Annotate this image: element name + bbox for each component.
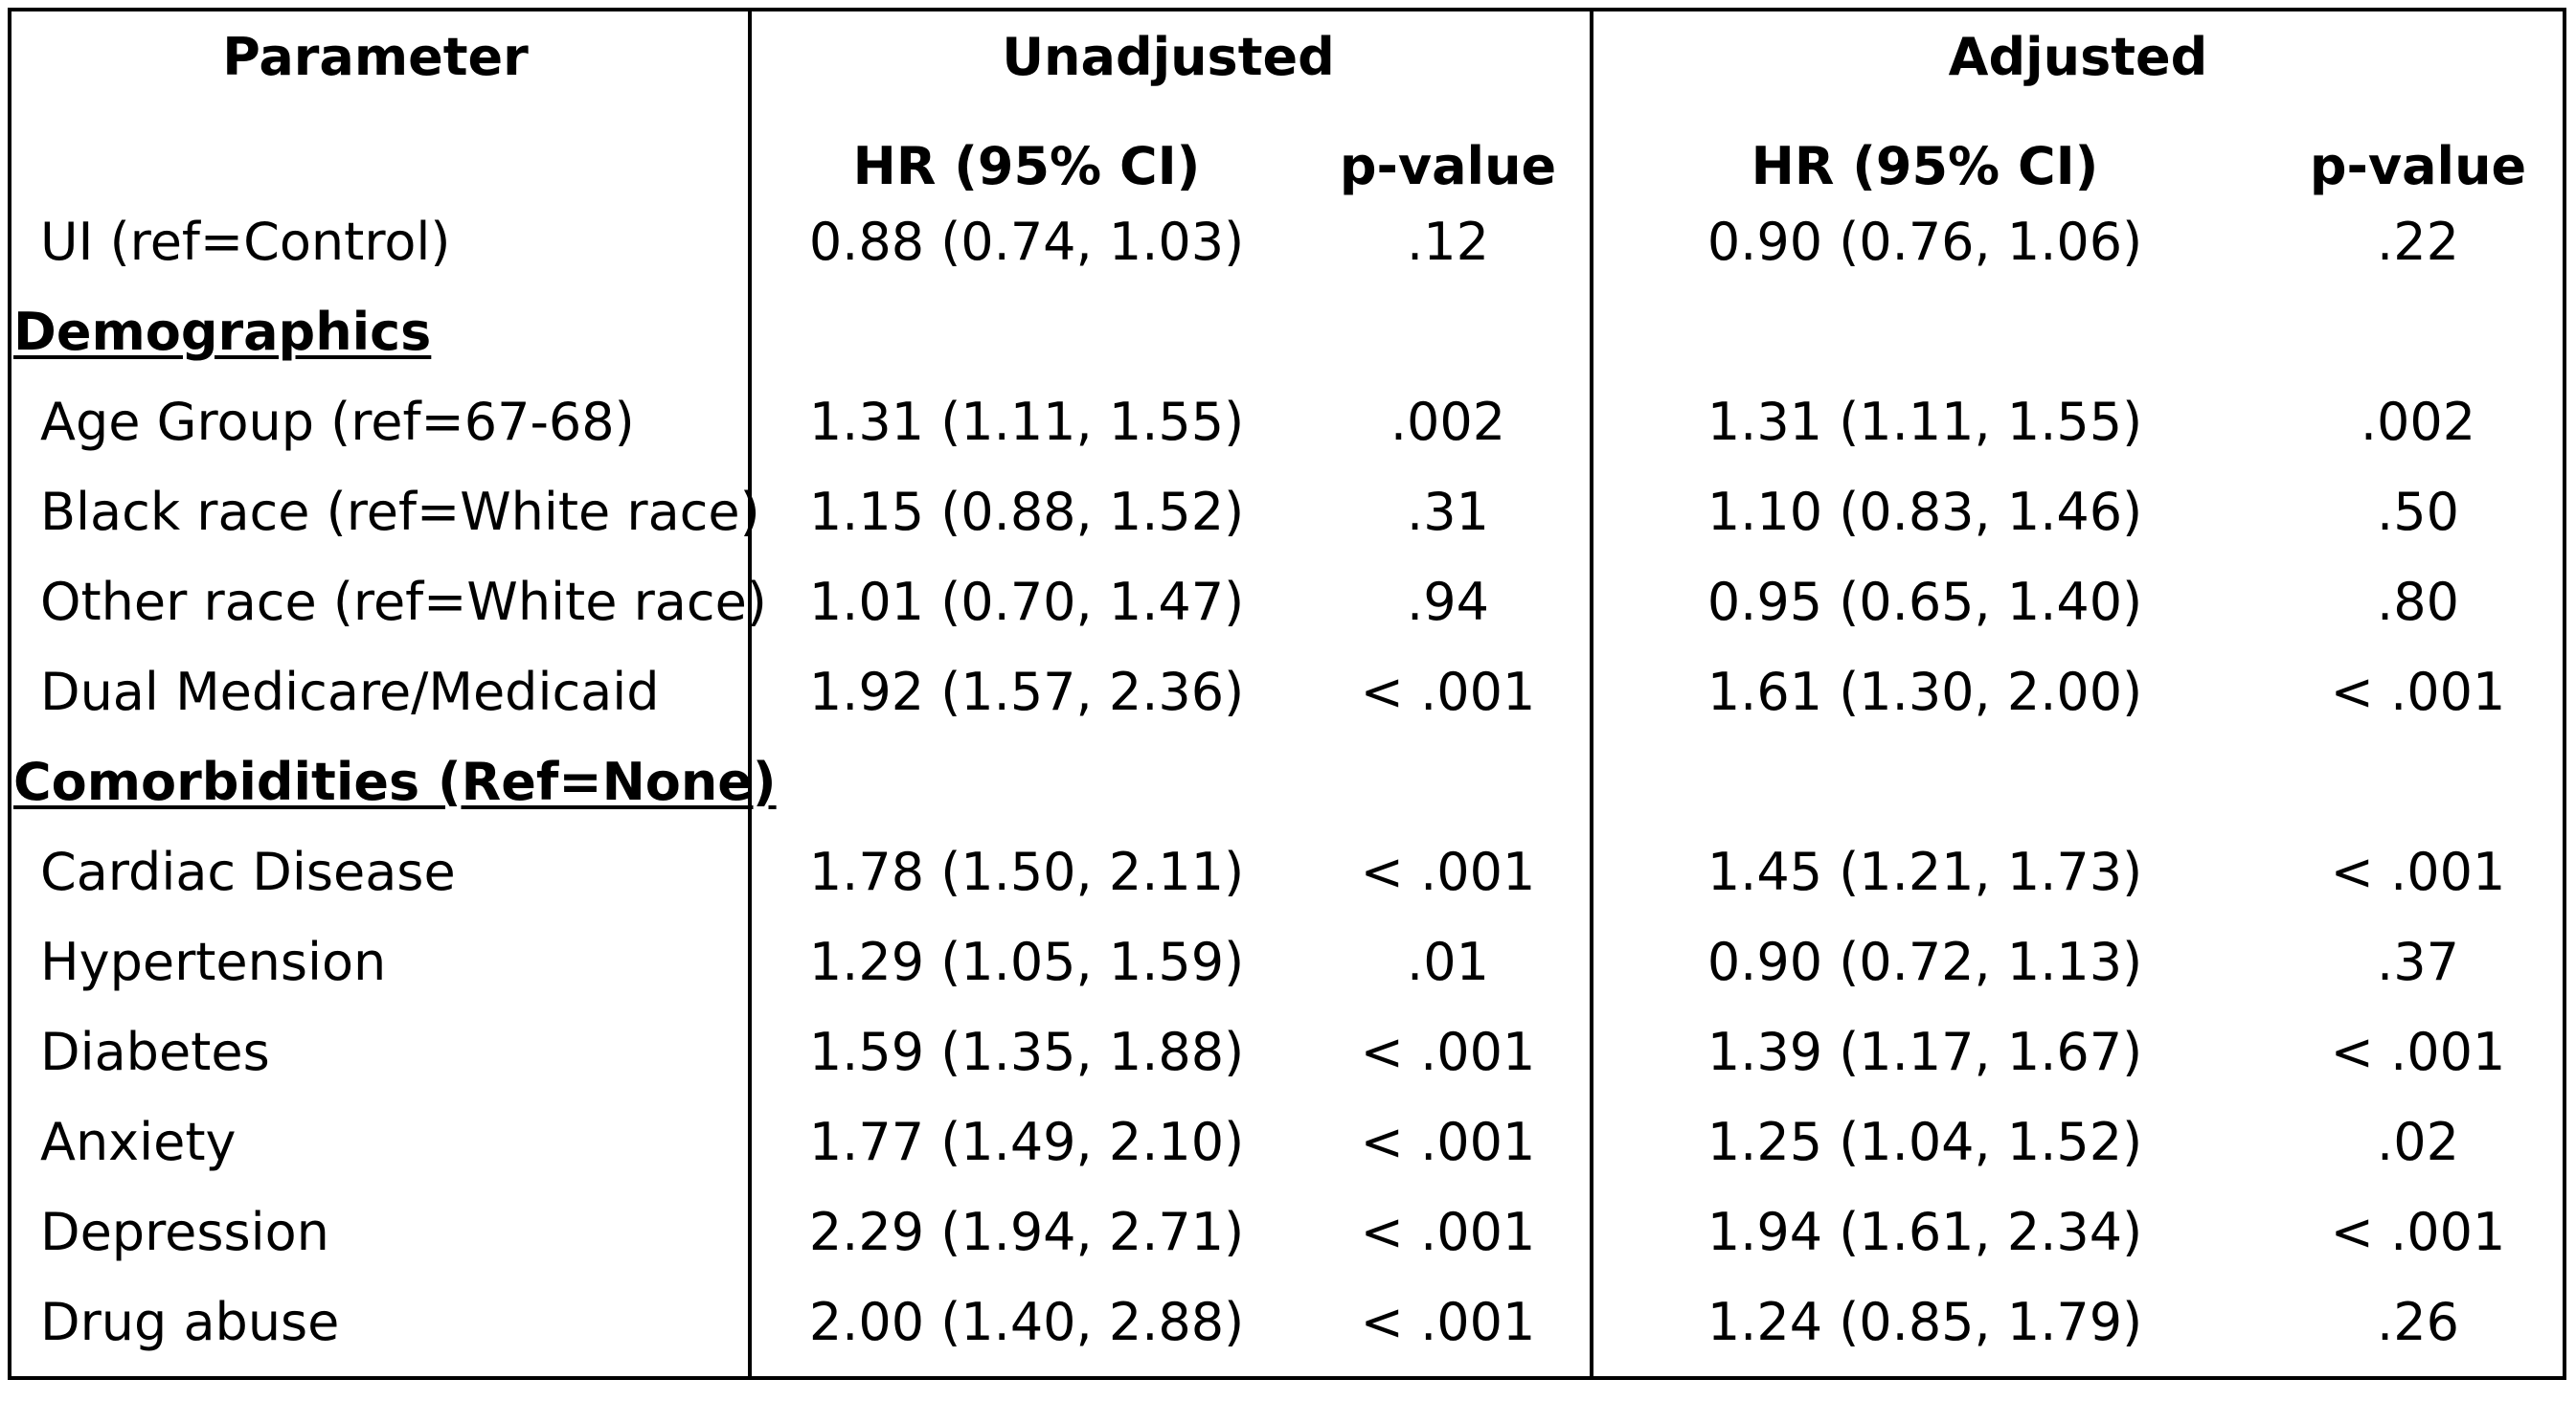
adjusted-hr-cell: 0.90 (0.72, 1.13) [1706,932,2143,992]
unadjusted-pvalue-cell: < .001 [1360,662,1536,722]
unadjusted-pvalue-cell: .12 [1407,212,1489,272]
unadjusted-pvalue-cell: < .001 [1360,1292,1536,1352]
unadjusted-hr-cell: 1.31 (1.11, 1.55) [808,392,1245,452]
unadjusted-hr-cell: 1.29 (1.05, 1.59) [808,932,1245,992]
header-adjusted: Adjusted [1948,27,2208,87]
unadjusted-pvalue-cell: .31 [1407,482,1489,542]
row-parameter-label: Anxiety [40,1112,237,1172]
adjusted-pvalue-cell: < .001 [2330,1202,2506,1262]
adjusted-hr-cell: 1.25 (1.04, 1.52) [1706,1112,2143,1172]
unadjusted-hr-cell: 1.78 (1.50, 2.11) [808,842,1245,902]
row-parameter-label: Diabetes [40,1022,270,1082]
header-unadjusted: Unadjusted [1002,27,1335,87]
unadjusted-hr-cell: 1.59 (1.35, 1.88) [808,1022,1245,1082]
table-border-right [2563,8,2566,1380]
row-parameter-label: UI (ref=Control) [40,212,451,272]
row-parameter-label: Dual Medicare/Medicaid [40,662,660,722]
row-parameter-label: Other race (ref=White race) [40,572,767,632]
unadjusted-pvalue-cell: < .001 [1360,1112,1536,1172]
adjusted-hr-cell: 1.31 (1.11, 1.55) [1706,392,2143,452]
unadjusted-hr-cell: 0.88 (0.74, 1.03) [808,212,1245,272]
unadjusted-pvalue-cell: < .001 [1360,1022,1536,1082]
table-border-top [8,8,2566,11]
unadjusted-pvalue-cell: .01 [1407,932,1489,992]
unadjusted-pvalue-cell: .002 [1390,392,1506,452]
unadjusted-pvalue-cell: < .001 [1360,1202,1536,1262]
unadjusted-pvalue-cell: < .001 [1360,842,1536,902]
adjusted-hr-cell: 1.45 (1.21, 1.73) [1706,842,2143,902]
adjusted-hr-cell: 1.94 (1.61, 2.34) [1706,1202,2143,1262]
adjusted-hr-cell: 0.90 (0.76, 1.06) [1706,212,2143,272]
adjusted-pvalue-cell: .002 [2360,392,2476,452]
unadjusted-hr-cell: 2.29 (1.94, 2.71) [808,1202,1245,1262]
section-heading: Comorbidities (Ref=None) [13,752,777,812]
adjusted-pvalue-cell: .37 [2377,932,2459,992]
adjusted-pvalue-cell: < .001 [2330,1022,2506,1082]
unadjusted-hr-cell: 1.77 (1.49, 2.10) [808,1112,1245,1172]
header-adjusted-hr: HR (95% CI) [1751,136,2099,196]
column-divider-unadjusted [748,8,752,1380]
adjusted-pvalue-cell: .22 [2377,212,2459,272]
adjusted-pvalue-cell: .26 [2377,1292,2459,1352]
unadjusted-hr-cell: 1.92 (1.57, 2.36) [808,662,1245,722]
row-parameter-label: Depression [40,1202,329,1262]
unadjusted-pvalue-cell: .94 [1407,572,1489,632]
row-parameter-label: Age Group (ref=67-68) [40,392,635,452]
column-divider-adjusted [1590,8,1593,1380]
adjusted-hr-cell: 1.39 (1.17, 1.67) [1706,1022,2143,1082]
header-unadjusted-pvalue: p-value [1339,136,1557,196]
unadjusted-hr-cell: 2.00 (1.40, 2.88) [808,1292,1245,1352]
adjusted-pvalue-cell: .50 [2377,482,2459,542]
adjusted-pvalue-cell: < .001 [2330,662,2506,722]
section-heading: Demographics [13,302,432,362]
adjusted-hr-cell: 0.95 (0.65, 1.40) [1706,572,2143,632]
adjusted-pvalue-cell: < .001 [2330,842,2506,902]
adjusted-pvalue-cell: .80 [2377,572,2459,632]
table-border-bottom [8,1376,2566,1380]
row-parameter-label: Drug abuse [40,1292,340,1352]
row-parameter-label: Black race (ref=White race) [40,482,760,542]
row-parameter-label: Cardiac Disease [40,842,456,902]
adjusted-pvalue-cell: .02 [2377,1112,2459,1172]
header-adjusted-pvalue: p-value [2309,136,2527,196]
row-parameter-label: Hypertension [40,932,387,992]
adjusted-hr-cell: 1.24 (0.85, 1.79) [1706,1292,2143,1352]
adjusted-hr-cell: 1.61 (1.30, 2.00) [1706,662,2143,722]
table-border-left [8,8,11,1380]
unadjusted-hr-cell: 1.15 (0.88, 1.52) [808,482,1245,542]
adjusted-hr-cell: 1.10 (0.83, 1.46) [1706,482,2143,542]
unadjusted-hr-cell: 1.01 (0.70, 1.47) [808,572,1245,632]
header-parameter: Parameter [222,27,529,87]
header-unadjusted-hr: HR (95% CI) [852,136,1201,196]
